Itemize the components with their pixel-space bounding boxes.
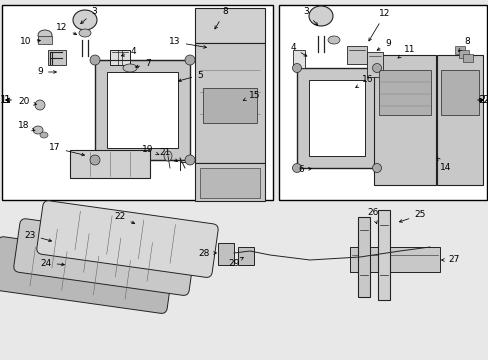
Ellipse shape (35, 100, 45, 110)
Text: 3: 3 (303, 8, 317, 25)
Bar (238, 247, 253, 265)
Text: 23: 23 (24, 230, 51, 242)
Bar (200, 168, 260, 198)
Bar (38, 36, 52, 44)
Bar (349, 247, 439, 272)
Text: 20: 20 (18, 98, 36, 107)
Ellipse shape (372, 63, 381, 72)
Bar (454, 46, 464, 54)
Bar (70, 150, 150, 178)
Bar (292, 50, 305, 68)
Text: 7: 7 (135, 59, 151, 68)
Bar (308, 80, 364, 156)
Ellipse shape (33, 126, 43, 134)
Text: 5: 5 (178, 71, 203, 82)
Bar (279, 5, 486, 200)
Ellipse shape (123, 64, 137, 72)
Ellipse shape (163, 151, 172, 161)
Text: 22: 22 (114, 212, 134, 224)
Bar (378, 70, 430, 115)
Bar (110, 50, 130, 65)
Bar (195, 43, 264, 163)
Bar (296, 68, 376, 168)
Text: 26: 26 (366, 208, 378, 224)
Text: 19: 19 (142, 145, 159, 155)
Text: 4: 4 (121, 48, 136, 57)
Text: 9: 9 (376, 40, 390, 50)
Text: 2: 2 (477, 95, 484, 105)
Text: 1: 1 (4, 95, 11, 105)
FancyBboxPatch shape (0, 237, 173, 314)
Text: 8: 8 (458, 37, 469, 51)
Ellipse shape (90, 55, 100, 65)
Text: 2: 2 (481, 95, 488, 105)
Text: 13: 13 (169, 37, 206, 48)
Bar (462, 54, 472, 62)
Text: 28: 28 (198, 248, 216, 257)
Ellipse shape (184, 55, 195, 65)
Text: 1: 1 (0, 95, 7, 105)
Ellipse shape (372, 163, 381, 172)
Ellipse shape (40, 132, 48, 138)
FancyBboxPatch shape (14, 219, 195, 296)
Ellipse shape (38, 30, 52, 40)
Text: 4: 4 (289, 44, 306, 56)
Text: 27: 27 (441, 256, 459, 265)
Text: 16: 16 (355, 76, 373, 87)
Text: 3: 3 (81, 8, 97, 24)
Bar (195, 163, 264, 201)
Bar (203, 88, 257, 123)
Bar (357, 217, 369, 297)
Bar (95, 60, 190, 160)
Text: 15: 15 (243, 90, 260, 100)
Text: 17: 17 (49, 144, 84, 156)
Text: 6: 6 (298, 166, 311, 175)
Ellipse shape (184, 155, 195, 165)
Ellipse shape (79, 29, 91, 37)
Text: 14: 14 (436, 158, 451, 172)
Text: 8: 8 (214, 8, 227, 29)
Ellipse shape (90, 155, 100, 165)
Text: 21: 21 (159, 148, 177, 162)
Text: 9: 9 (37, 68, 56, 77)
Bar (218, 243, 234, 265)
Text: 24: 24 (41, 258, 64, 267)
Ellipse shape (292, 63, 301, 72)
Bar (440, 70, 478, 115)
Ellipse shape (327, 36, 339, 44)
Bar (107, 72, 178, 148)
Text: 25: 25 (399, 211, 425, 222)
Text: 29: 29 (228, 257, 243, 267)
Ellipse shape (292, 163, 301, 172)
Text: 11: 11 (397, 45, 415, 58)
Ellipse shape (308, 6, 332, 26)
Bar (346, 46, 366, 64)
Bar (2, 5, 272, 200)
Bar (366, 52, 382, 77)
Bar (373, 55, 435, 185)
Text: 18: 18 (18, 121, 35, 131)
Text: 12: 12 (56, 23, 77, 35)
Bar (195, 8, 264, 43)
Bar (48, 50, 66, 65)
Bar (377, 210, 389, 300)
FancyBboxPatch shape (37, 201, 218, 278)
Text: 10: 10 (20, 37, 41, 46)
Ellipse shape (73, 10, 97, 30)
Text: 12: 12 (368, 9, 390, 41)
Bar (436, 55, 482, 185)
Bar (458, 50, 468, 58)
